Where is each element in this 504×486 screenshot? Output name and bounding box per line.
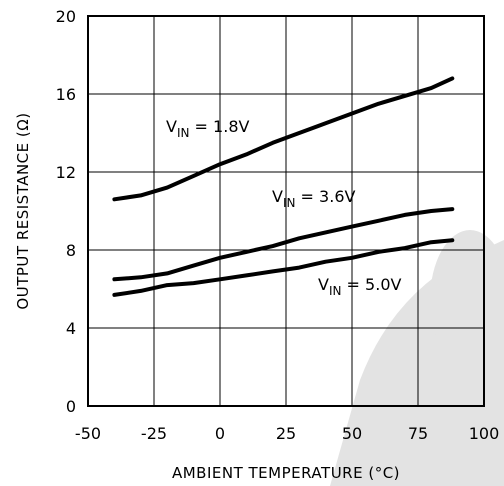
y-tick-label-0: 0 [66,397,76,416]
series-layer [112,76,455,297]
series-label-3-6v: VIN = 3.6V [272,187,355,210]
x-tick-label-2: 0 [215,424,225,443]
watermark-shape-2 [430,230,504,370]
y-tick-labels: 0 4 8 12 16 20 [56,7,76,416]
watermark [330,230,504,486]
series-line-0 [112,76,455,202]
y-tick-label-2: 8 [66,241,76,260]
x-tick-label-6: 100 [469,424,500,443]
series-label-1-8v: VIN = 1.8V [166,117,249,140]
x-tick-label-4: 50 [342,424,362,443]
y-tick-label-5: 20 [56,7,76,26]
series-line-2 [112,238,455,297]
series-line-1 [112,207,455,282]
series-label-5-0v: VIN = 5.0V [318,275,401,298]
x-tick-label-3: 25 [276,424,296,443]
x-tick-label-5: 75 [408,424,428,443]
y-tick-label-4: 16 [56,85,76,104]
y-tick-label-1: 4 [66,319,76,338]
x-axis-label: AMBIENT TEMPERATURE (°C) [172,464,400,482]
x-tick-labels: -50 -25 0 25 50 75 100 [75,424,499,443]
plot-frame [87,15,485,407]
y-axis-label: OUTPUT RESISTANCE (Ω) [14,112,32,309]
x-tick-label-0: -50 [75,424,101,443]
x-tick-label-1: -25 [141,424,167,443]
y-tick-label-3: 12 [56,163,76,182]
